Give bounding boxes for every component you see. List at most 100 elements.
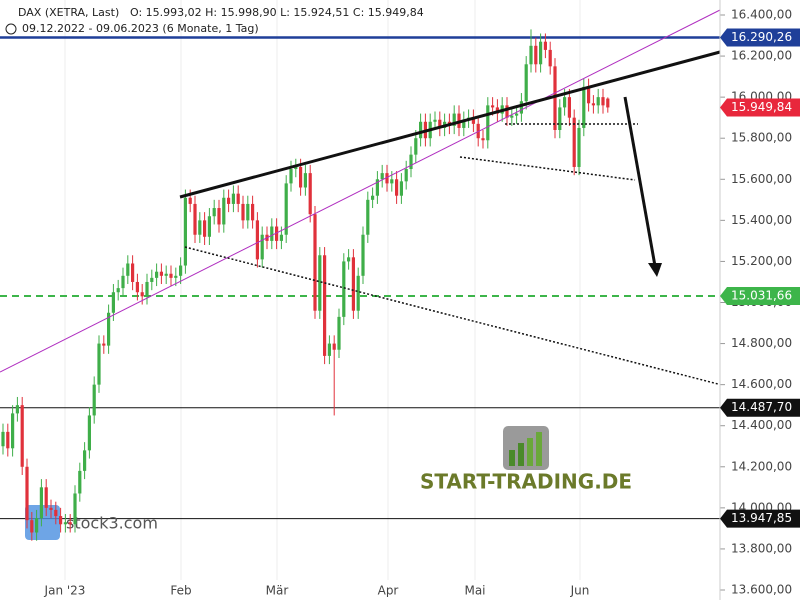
drawings bbox=[0, 9, 721, 385]
candle-body bbox=[414, 138, 418, 155]
candle-body bbox=[49, 507, 53, 510]
candle-body bbox=[347, 257, 351, 262]
watermark: START-TRADING.DE bbox=[420, 470, 632, 494]
y-tick-label: 15.800,00 bbox=[731, 131, 792, 145]
candle-body bbox=[323, 255, 327, 356]
candle-body bbox=[404, 169, 408, 182]
candle-body bbox=[553, 66, 557, 130]
candle-body bbox=[236, 193, 240, 204]
candle-body bbox=[15, 405, 19, 414]
candle-body bbox=[284, 183, 288, 235]
candle-body bbox=[30, 520, 34, 533]
candle-body bbox=[231, 193, 235, 204]
candle-body bbox=[227, 197, 231, 204]
candle-body bbox=[563, 97, 567, 108]
x-tick-label: Apr bbox=[378, 584, 399, 598]
price-badge bbox=[720, 28, 800, 47]
candle-body bbox=[351, 257, 355, 311]
candle-body bbox=[121, 275, 125, 289]
y-tick-label: 15.600,00 bbox=[731, 172, 792, 186]
candle-body bbox=[342, 261, 346, 317]
candle-body bbox=[246, 203, 250, 221]
candle-body bbox=[87, 415, 91, 451]
y-tick-label: 14.200,00 bbox=[731, 459, 792, 473]
candle-body bbox=[183, 197, 187, 266]
y-tick-label: 14.400,00 bbox=[731, 418, 792, 432]
candle-body bbox=[150, 277, 154, 282]
candle-body bbox=[212, 208, 216, 217]
candle-body bbox=[1, 431, 5, 447]
price-badge bbox=[720, 98, 800, 117]
candle-body bbox=[308, 173, 312, 215]
header-range: 09.12.2022 - 09.06.2023 (6 Monate, 1 Tag… bbox=[22, 22, 259, 35]
candle-body bbox=[577, 127, 581, 167]
candle-body bbox=[385, 173, 389, 184]
x-tick-label: Mär bbox=[266, 584, 289, 598]
candle-body bbox=[83, 450, 87, 471]
candle-body bbox=[25, 466, 29, 521]
candle-body bbox=[510, 115, 514, 118]
candle-body bbox=[505, 105, 509, 118]
candle-body bbox=[419, 121, 423, 139]
candle-body bbox=[179, 265, 183, 276]
candle-body bbox=[332, 343, 336, 350]
candle-body bbox=[164, 273, 168, 276]
candle-body bbox=[491, 105, 495, 108]
candle-body bbox=[591, 103, 595, 106]
candle-body bbox=[207, 216, 211, 237]
candle-body bbox=[217, 208, 221, 225]
y-tick-label: 15.200,00 bbox=[731, 254, 792, 268]
candle-body bbox=[361, 234, 365, 276]
candle-body bbox=[111, 292, 115, 313]
candle-body bbox=[6, 431, 10, 449]
candle-body bbox=[294, 166, 298, 170]
x-tick-label: Jan '23 bbox=[44, 584, 86, 598]
candle-body bbox=[255, 220, 259, 260]
candle-body bbox=[524, 64, 528, 102]
candle-body bbox=[606, 98, 610, 108]
levels bbox=[0, 36, 720, 520]
header-symbol: DAX (XETRA, Last) bbox=[18, 6, 119, 19]
candle-body bbox=[572, 117, 576, 167]
candle-body bbox=[390, 179, 394, 184]
x-tick-label: Feb bbox=[170, 584, 191, 598]
candle-body bbox=[558, 107, 562, 130]
y-tick-label: 15.400,00 bbox=[731, 213, 792, 227]
candle-body bbox=[587, 86, 591, 104]
candle-body bbox=[299, 166, 303, 188]
candle-body bbox=[193, 203, 197, 235]
candle-body bbox=[481, 138, 485, 141]
candle-body bbox=[529, 45, 533, 65]
candle-body bbox=[203, 220, 207, 237]
candle-body bbox=[438, 119, 442, 128]
candle-body bbox=[135, 281, 139, 293]
candle-body bbox=[260, 234, 264, 260]
candle-body bbox=[145, 281, 149, 297]
candle-body bbox=[289, 169, 293, 184]
candle-body bbox=[107, 312, 111, 346]
price-badge-label: 16.290,26 bbox=[731, 30, 792, 44]
price-badge bbox=[720, 398, 800, 417]
candle-body bbox=[116, 288, 120, 293]
candle-body bbox=[303, 173, 307, 188]
candle-body bbox=[543, 41, 547, 50]
candle-body bbox=[241, 203, 245, 221]
y-tick-label: 14.600,00 bbox=[731, 377, 792, 391]
candle-body bbox=[169, 273, 173, 278]
price-badge bbox=[720, 286, 800, 305]
y-tick-label: 14.800,00 bbox=[731, 336, 792, 350]
candle-body bbox=[399, 181, 403, 196]
candle-body bbox=[539, 41, 543, 65]
candle-body bbox=[44, 487, 48, 508]
candle-body bbox=[63, 522, 67, 525]
price-badge-label: 14.487,70 bbox=[731, 400, 792, 414]
candle-body bbox=[318, 255, 322, 311]
header-ohlc: O: 15.993,02 H: 15.998,90 L: 15.924,51 C… bbox=[130, 6, 424, 19]
y-tick-label: 16.200,00 bbox=[731, 49, 792, 63]
y-tick-label: 13.800,00 bbox=[731, 541, 792, 555]
candle-body bbox=[59, 516, 63, 525]
candle-body bbox=[601, 97, 605, 106]
candle-body bbox=[251, 203, 255, 221]
x-tick-label: Mai bbox=[464, 584, 485, 598]
